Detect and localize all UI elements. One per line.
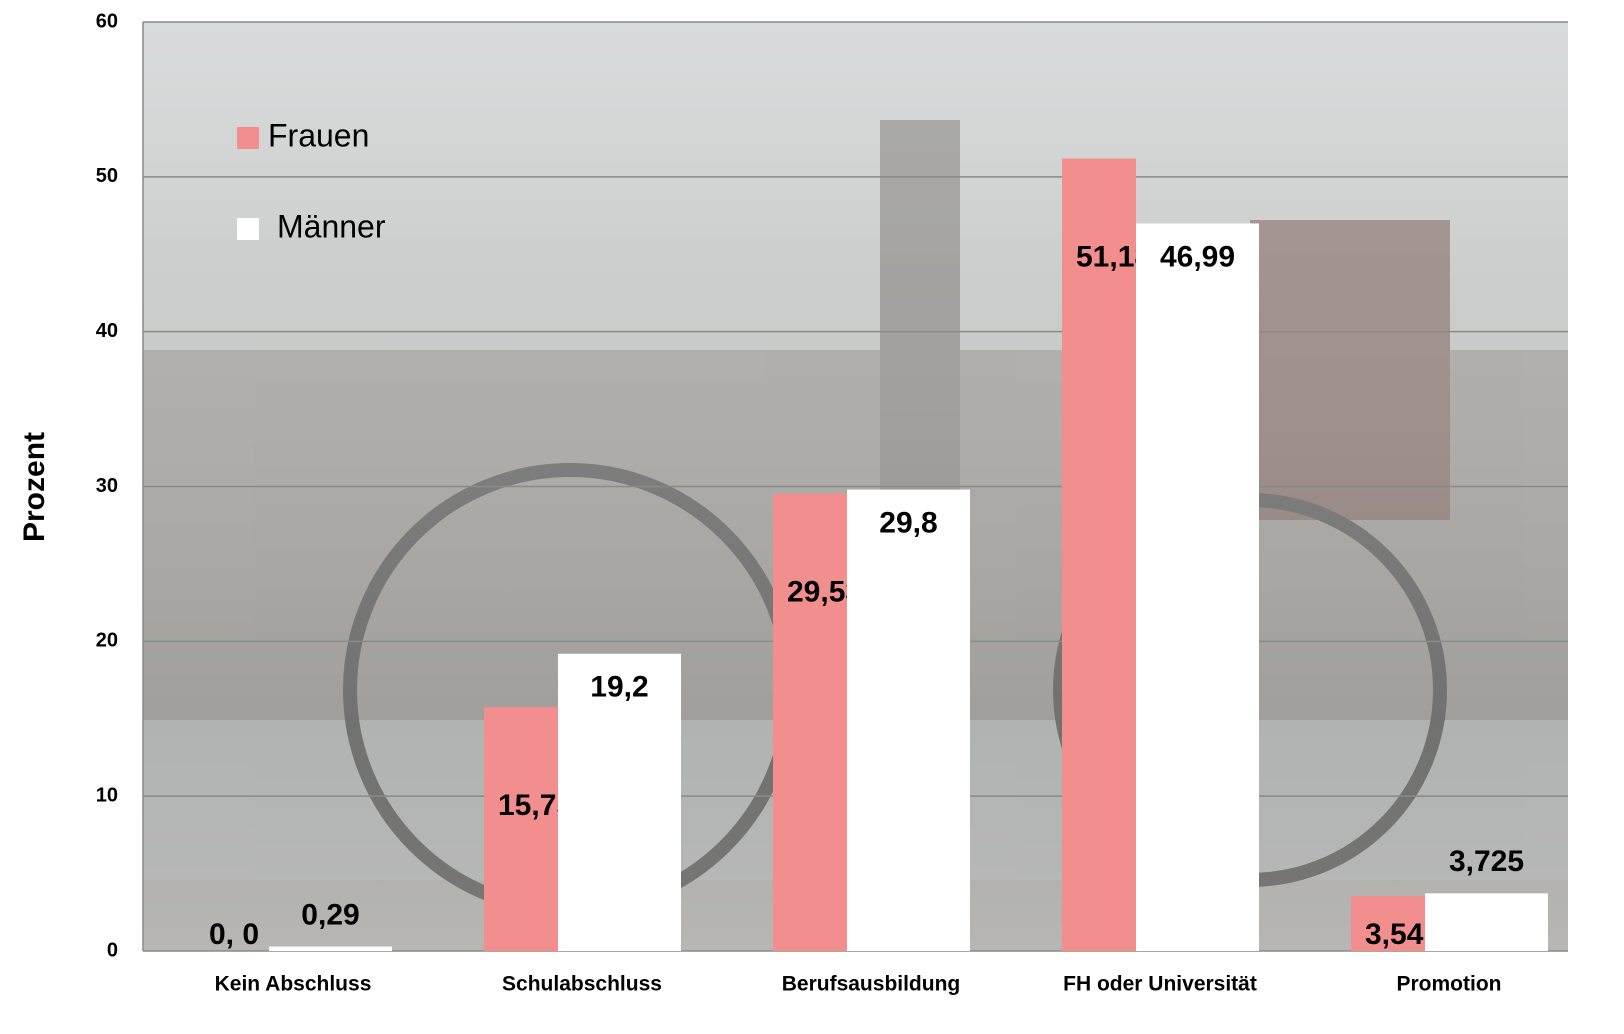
data-label: 29,8 [879, 507, 937, 540]
data-label: 0,29 [301, 898, 359, 931]
legend-swatch [237, 127, 259, 149]
data-label: 0, 0 [209, 918, 259, 951]
y-tick-label: 40 [96, 320, 118, 342]
bar [773, 494, 847, 951]
data-label: 3,725 [1449, 845, 1524, 878]
x-tick-label: Promotion [1397, 973, 1502, 996]
bar [269, 947, 392, 951]
y-tick-label: 20 [96, 630, 118, 652]
bar [1062, 159, 1136, 951]
y-tick-label: 60 [96, 10, 118, 32]
legend-label: Männer [277, 208, 386, 244]
x-tick-label: Berufsausbildung [782, 973, 961, 996]
bar [1136, 223, 1259, 951]
x-tick-label: FH oder Universität [1063, 973, 1257, 996]
x-tick-label: Kein Abschluss [215, 973, 372, 996]
chart: Prozent 0 10 20 30 40 50 60 Kein Abschluss 0, 0 0… [0, 0, 1624, 1034]
y-axis-title: Prozent [18, 432, 51, 542]
legend-swatch [237, 218, 259, 240]
x-tick-label: Schulabschluss [502, 973, 662, 996]
y-tick-label: 50 [96, 165, 118, 187]
legend-label: Frauen [268, 117, 369, 153]
bar [1425, 893, 1548, 951]
y-tick-label: 10 [96, 784, 118, 806]
data-label: 3,54 [1365, 918, 1424, 951]
data-label: 19,2 [590, 671, 648, 704]
y-tick-label: 30 [96, 475, 118, 497]
data-label: 46,99 [1160, 240, 1235, 273]
bar [847, 490, 970, 951]
bar [484, 707, 558, 951]
y-tick-label: 0 [107, 939, 118, 961]
